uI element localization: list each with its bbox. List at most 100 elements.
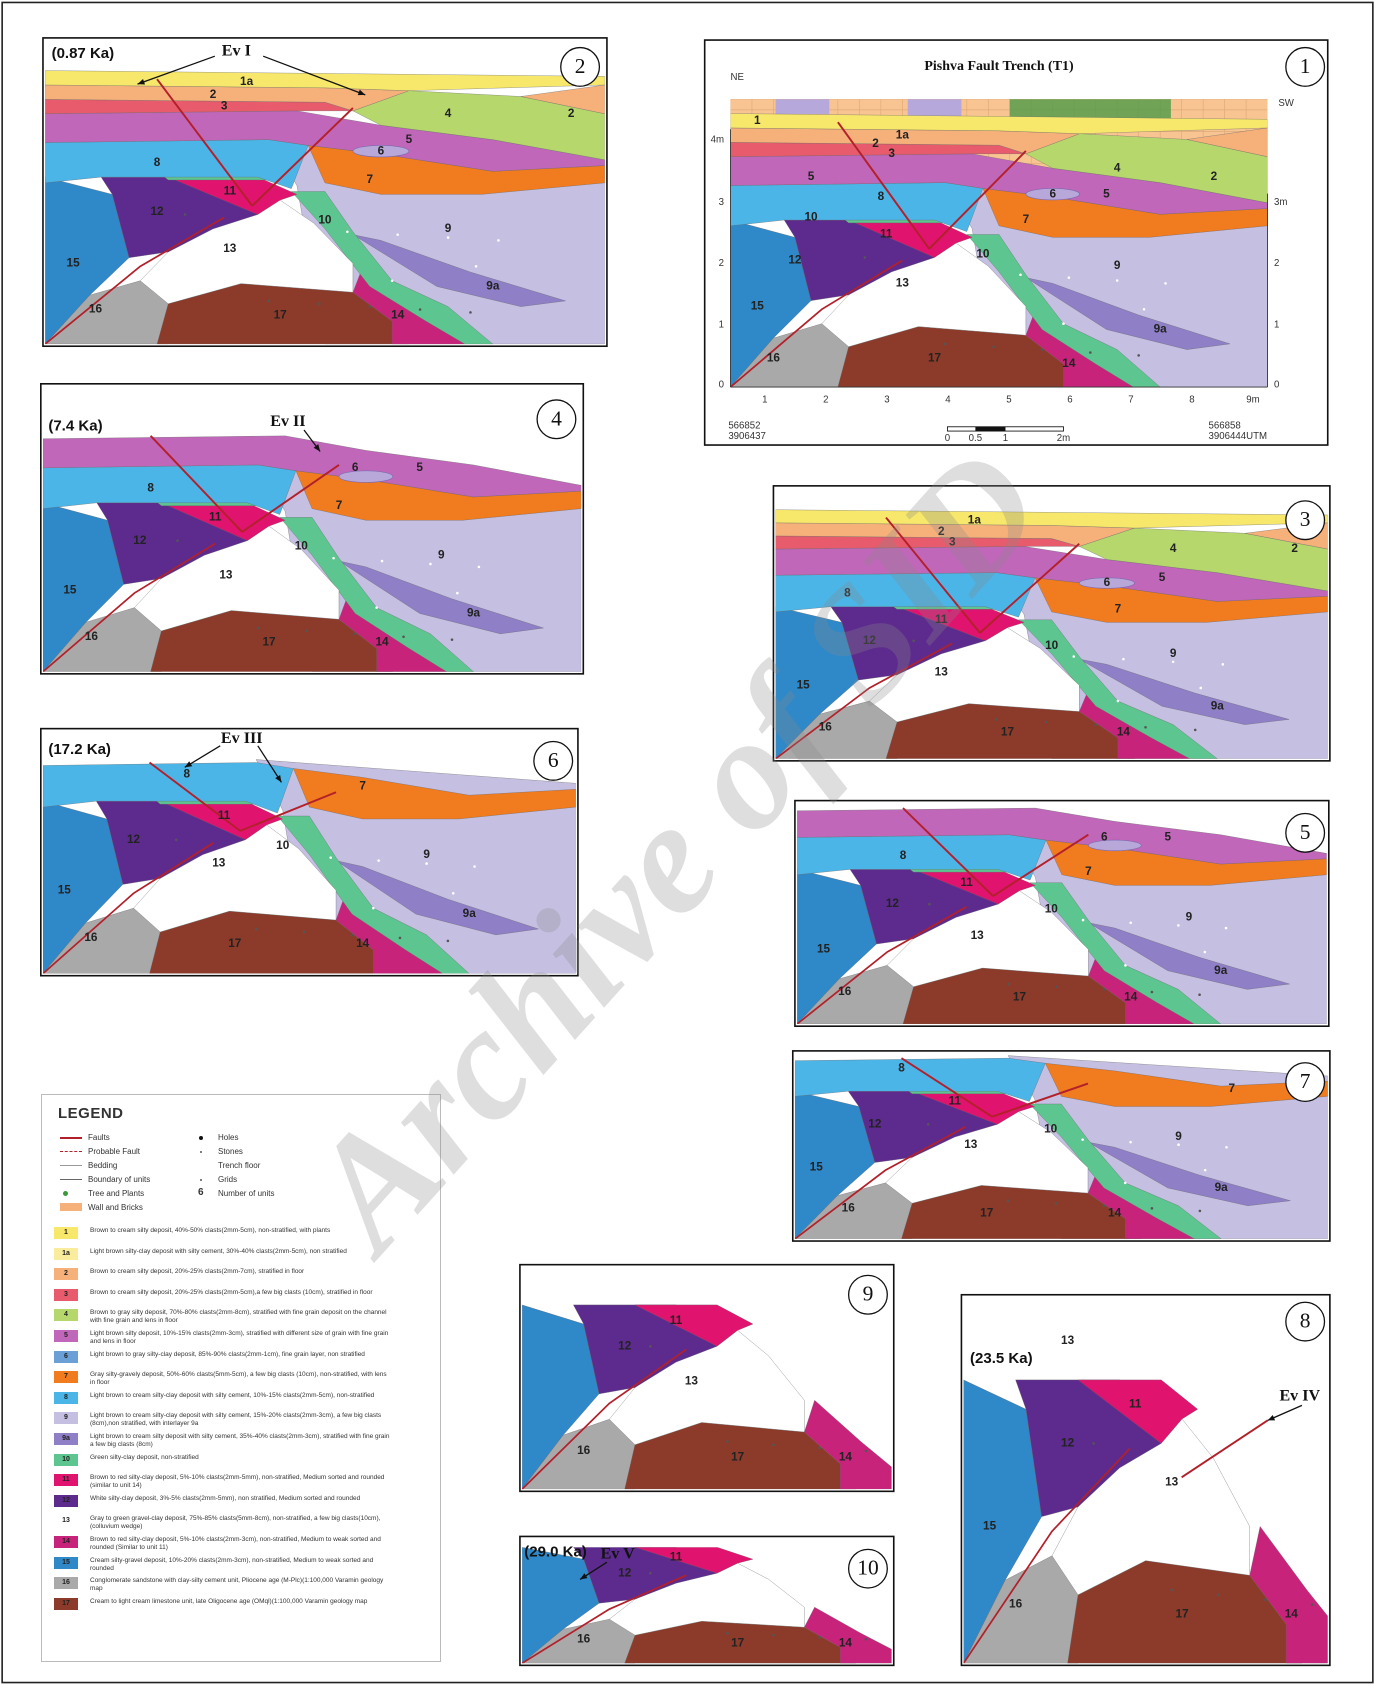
symbol-label: Bedding bbox=[88, 1161, 117, 1170]
stone bbox=[844, 1367, 847, 1370]
stone bbox=[276, 901, 279, 904]
event-label: Ev IV bbox=[1279, 1388, 1320, 1405]
trench-title: Pishva Fault Trench (T1) bbox=[924, 59, 1074, 74]
unit-label: 17 bbox=[980, 1206, 994, 1220]
unit-label: 15 bbox=[58, 882, 72, 896]
unit-label: 8 bbox=[147, 480, 154, 494]
unit-label: 9a bbox=[1214, 963, 1228, 977]
unit-label: 10 bbox=[295, 539, 309, 553]
stone bbox=[1170, 1589, 1173, 1592]
coordinate: UTM bbox=[1246, 431, 1267, 442]
stone bbox=[1144, 1540, 1147, 1543]
stone bbox=[252, 571, 255, 574]
unit-label: 17 bbox=[262, 635, 276, 649]
symbol-icon bbox=[60, 1133, 82, 1143]
symbol-label: Probable Fault bbox=[88, 1147, 140, 1156]
legend-unit: 14Brown to red silty-clay deposit, 5%-10… bbox=[54, 1536, 428, 1557]
stone bbox=[1082, 919, 1085, 922]
symbol-mark bbox=[60, 1151, 82, 1152]
stone bbox=[1095, 723, 1098, 726]
stone bbox=[305, 630, 308, 633]
unit-label: 2 bbox=[872, 136, 879, 150]
stone bbox=[1204, 1169, 1207, 1172]
legend-unit: 6Light brown to gray silty-clay deposit,… bbox=[54, 1351, 428, 1372]
coordinate: 566852 bbox=[728, 420, 760, 431]
stone bbox=[1124, 1182, 1127, 1185]
unit-label: 7 bbox=[336, 498, 343, 512]
unit-description: Brown to red silty-clay deposit, 5%-10% … bbox=[90, 1474, 390, 1490]
stone bbox=[391, 279, 394, 282]
hole-icon bbox=[199, 1136, 203, 1140]
legend-unit: 16Conglomerate sandstone with clay-silty… bbox=[54, 1577, 428, 1598]
stone bbox=[176, 539, 179, 542]
symbol-mark bbox=[60, 1137, 82, 1139]
legend-symbol: 6Number of units bbox=[190, 1188, 370, 1199]
unit-label: 15 bbox=[817, 942, 831, 956]
legend-unit: 11Brown to red silty-clay deposit, 5%-10… bbox=[54, 1474, 428, 1495]
stone bbox=[1002, 932, 1005, 935]
stone bbox=[346, 230, 349, 233]
stone bbox=[1198, 993, 1201, 996]
stone bbox=[911, 1453, 914, 1456]
legend-symbol: Tree and Plants bbox=[60, 1188, 190, 1199]
unit-label: 15 bbox=[751, 299, 765, 313]
legend-unit: 13Gray to green gravel-clay deposit, 75%… bbox=[54, 1515, 428, 1536]
cross-section bbox=[43, 760, 576, 974]
unit-label: 12 bbox=[133, 533, 147, 547]
unit-label: 17 bbox=[1013, 990, 1027, 1004]
panel-number: 2 bbox=[575, 54, 586, 78]
stone bbox=[1137, 354, 1140, 357]
legend: LEGEND FaultsHolesProbable FaultStonesBe… bbox=[41, 1094, 441, 1662]
unit-swatch: 16 bbox=[54, 1577, 78, 1589]
unit-label: 7 bbox=[1229, 1081, 1236, 1095]
panel-number: 8 bbox=[1300, 1309, 1311, 1333]
stone bbox=[240, 271, 243, 274]
stone bbox=[1124, 964, 1127, 967]
stone bbox=[966, 317, 969, 320]
stone bbox=[1001, 1151, 1004, 1154]
unit-label: 14 bbox=[839, 1635, 853, 1649]
stone bbox=[839, 1618, 842, 1621]
stone bbox=[377, 859, 380, 862]
unit-swatch: 15 bbox=[54, 1557, 78, 1569]
figure: 1a234526781112101399a151617142(0.87 Ka)E… bbox=[0, 0, 1375, 1685]
symbol-icon bbox=[60, 1147, 82, 1157]
stone bbox=[1092, 1442, 1095, 1445]
unit-description: Gray to green gravel-clay deposit, 75%-8… bbox=[90, 1515, 390, 1531]
unit-description: Cream silty-gravel deposit, 10%-20% clas… bbox=[90, 1557, 390, 1573]
legend-symbols: FaultsHolesProbable FaultStonesBeddingTr… bbox=[60, 1132, 428, 1213]
stone bbox=[1144, 726, 1147, 729]
unit-label: 14 bbox=[391, 307, 405, 321]
legend-unit: 12White silty-clay deposit, 3%-5% clasts… bbox=[54, 1495, 428, 1516]
panel-number: 5 bbox=[1300, 820, 1311, 844]
unit-label: 3 bbox=[888, 146, 895, 160]
stone bbox=[1243, 1471, 1246, 1474]
symbol-label: Faults bbox=[88, 1133, 110, 1142]
scale-bar-fill bbox=[975, 427, 1005, 431]
stone bbox=[1194, 729, 1197, 732]
panel: 1a234286571112101399a151617143 bbox=[773, 486, 1329, 761]
stone bbox=[262, 245, 265, 248]
unit-label: 14 bbox=[1062, 356, 1076, 370]
event-label: Ev I bbox=[222, 43, 251, 60]
unit-description: Brown to red silty-clay deposit, 5%-10% … bbox=[90, 1536, 390, 1552]
unit-label: 9a bbox=[1215, 1180, 1229, 1194]
unit-label: 6 bbox=[1101, 830, 1108, 844]
unit-label: 8 bbox=[184, 767, 191, 781]
cross-section bbox=[795, 1056, 1328, 1239]
coordinate: 3906444 bbox=[1208, 431, 1246, 442]
legend-symbol: Boundary of units bbox=[60, 1174, 190, 1185]
axis-label: 7 bbox=[1128, 394, 1133, 405]
stone bbox=[992, 345, 995, 348]
tree-icon bbox=[63, 1191, 68, 1196]
stone bbox=[1143, 308, 1146, 311]
stone bbox=[981, 956, 984, 959]
axis-label: 1 bbox=[719, 319, 724, 330]
stone bbox=[1103, 1205, 1106, 1208]
event-label: Ev V bbox=[601, 1545, 636, 1562]
unit-swatch: 5 bbox=[54, 1330, 78, 1342]
stone bbox=[865, 1450, 868, 1453]
unit-label: 5 bbox=[808, 169, 815, 183]
unit-description: White silty-clay deposit, 3%-5% clasts(2… bbox=[90, 1495, 390, 1503]
